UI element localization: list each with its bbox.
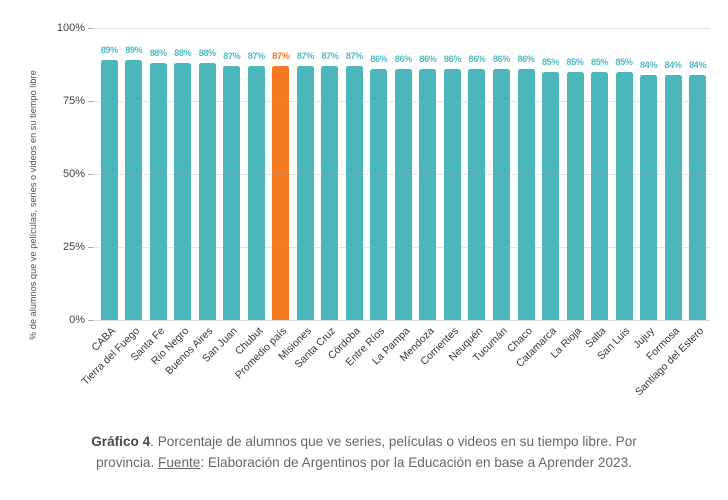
bar bbox=[640, 74, 658, 320]
bar bbox=[174, 63, 192, 320]
bar bbox=[125, 60, 143, 320]
bar-group: 88% Buenos Aires bbox=[164, 28, 220, 377]
bar-group: 85% Catamarca bbox=[514, 28, 563, 370]
bar-group: 87% Córdoba bbox=[326, 28, 367, 362]
y-tick-mark bbox=[88, 319, 94, 321]
bar-group: 85% Salta bbox=[583, 28, 612, 351]
bar-value-label: 85% bbox=[591, 56, 609, 67]
bar bbox=[591, 71, 609, 320]
bar bbox=[247, 65, 265, 320]
bar bbox=[615, 71, 633, 320]
bar bbox=[493, 68, 510, 320]
bar-highlight bbox=[272, 65, 290, 320]
y-tick-label: 50% bbox=[62, 167, 85, 180]
bar-value-label: 84% bbox=[664, 59, 682, 70]
bar-group: 87% Santa Cruz bbox=[293, 28, 343, 371]
bar-value-label: 87% bbox=[247, 50, 265, 61]
bar bbox=[566, 71, 584, 320]
bar bbox=[223, 65, 241, 320]
bar-group: 84% Formosa bbox=[644, 28, 686, 363]
bar-value-label: 86% bbox=[394, 53, 412, 64]
bar bbox=[100, 60, 118, 320]
bar-group: 86% Tucumán bbox=[471, 28, 514, 364]
bar-value-label: 87% bbox=[321, 50, 339, 61]
y-tick-label: 0% bbox=[69, 313, 85, 326]
bars-container: 89% CABA 89% Tierra del Fuego 88% Santa Fe 88%… bbox=[80, 28, 710, 399]
bar-value-label: 87% bbox=[296, 50, 314, 61]
bar-value-label: 84% bbox=[689, 59, 707, 70]
bar-value-label: 89% bbox=[100, 45, 118, 56]
bar-group: 85% La Rioja bbox=[548, 28, 588, 361]
bar-value-label: 86% bbox=[517, 53, 535, 64]
bar-value-label: 87% bbox=[345, 50, 363, 61]
bar-group: 87% Chubut bbox=[232, 28, 269, 357]
bar bbox=[321, 65, 339, 320]
bar-value-label: 86% bbox=[492, 53, 511, 64]
bar-group: 89% Tierra del Fuego bbox=[80, 28, 147, 388]
bar-value-label: 87% bbox=[272, 50, 290, 61]
y-tick-label: 100% bbox=[56, 21, 85, 34]
bar-value-label: 85% bbox=[615, 56, 633, 67]
bar-value-label: 86% bbox=[468, 53, 486, 64]
bar-group: 84% Santiago del Estero bbox=[633, 28, 710, 399]
bar-value-label: 85% bbox=[541, 56, 560, 67]
y-tick-label: 25% bbox=[62, 240, 85, 253]
figure-caption: Gráfico 4. Porcentaje de alumnos que ve … bbox=[73, 431, 655, 474]
y-tick-label: 75% bbox=[62, 94, 85, 107]
bar-value-label: 86% bbox=[419, 53, 437, 64]
bar-group: 87% Promedio país bbox=[233, 28, 294, 381]
bar-value-label: 84% bbox=[640, 59, 658, 70]
bar bbox=[149, 63, 167, 320]
caption-figure-label: Gráfico 4 bbox=[91, 434, 151, 449]
y-tick-mark bbox=[88, 173, 94, 175]
caption-source-text: : Elaboración de Argentinos por la Educa… bbox=[200, 455, 632, 471]
bar-group: 89% CABA bbox=[89, 28, 122, 354]
bar-group: 86% Mendoza bbox=[397, 28, 441, 364]
bar-group: 85% San Luis bbox=[595, 28, 637, 363]
y-tick-mark bbox=[88, 246, 94, 248]
bar-group: 86% La Pampa bbox=[370, 28, 416, 367]
bar bbox=[296, 65, 314, 320]
bar-group: 86% Chaco bbox=[505, 28, 539, 355]
y-tick-mark bbox=[88, 27, 94, 29]
y-tick-mark bbox=[88, 100, 94, 102]
bar-value-label: 85% bbox=[566, 56, 584, 67]
bar-value-label: 87% bbox=[223, 50, 241, 61]
bar bbox=[443, 68, 461, 320]
bar bbox=[198, 63, 216, 320]
bar-value-label: 88% bbox=[174, 48, 192, 59]
bar-group: 87% Misiones bbox=[276, 28, 318, 363]
bar bbox=[370, 68, 388, 320]
bar bbox=[419, 68, 437, 320]
bar bbox=[542, 71, 560, 320]
bar bbox=[664, 74, 682, 320]
bar-value-label: 89% bbox=[125, 45, 143, 56]
bar bbox=[468, 68, 486, 320]
bar-group: 86% Entre Ríos bbox=[344, 28, 392, 369]
caption-text: . Porcentaje de alumnos que ve series, p… bbox=[96, 434, 637, 471]
bar-group: 88% Santa Fe bbox=[128, 28, 171, 364]
bar-value-label: 88% bbox=[198, 48, 216, 59]
y-axis-title: % de alumnos que ve películas, series o … bbox=[28, 70, 38, 340]
bar-value-label: 86% bbox=[370, 53, 388, 64]
bar-value-label: 88% bbox=[149, 48, 167, 59]
bar bbox=[345, 65, 363, 320]
bar-group: 86% Neuquén bbox=[447, 28, 490, 364]
bar-value-label: 86% bbox=[443, 53, 462, 64]
bar bbox=[517, 68, 535, 320]
plot-area: 89% CABA 89% Tierra del Fuego 88% Santa Fe 88%… bbox=[57, 22, 710, 399]
bar bbox=[689, 74, 707, 320]
bar-group: 88% Río Negro bbox=[149, 28, 196, 367]
bar-group: 84% Jujuy bbox=[631, 28, 661, 351]
bar bbox=[394, 68, 412, 320]
caption-source-label: Fuente bbox=[158, 455, 201, 471]
bar-group: 86% Corrientes bbox=[418, 28, 465, 368]
bar-group: 87% San Juan bbox=[200, 28, 245, 365]
